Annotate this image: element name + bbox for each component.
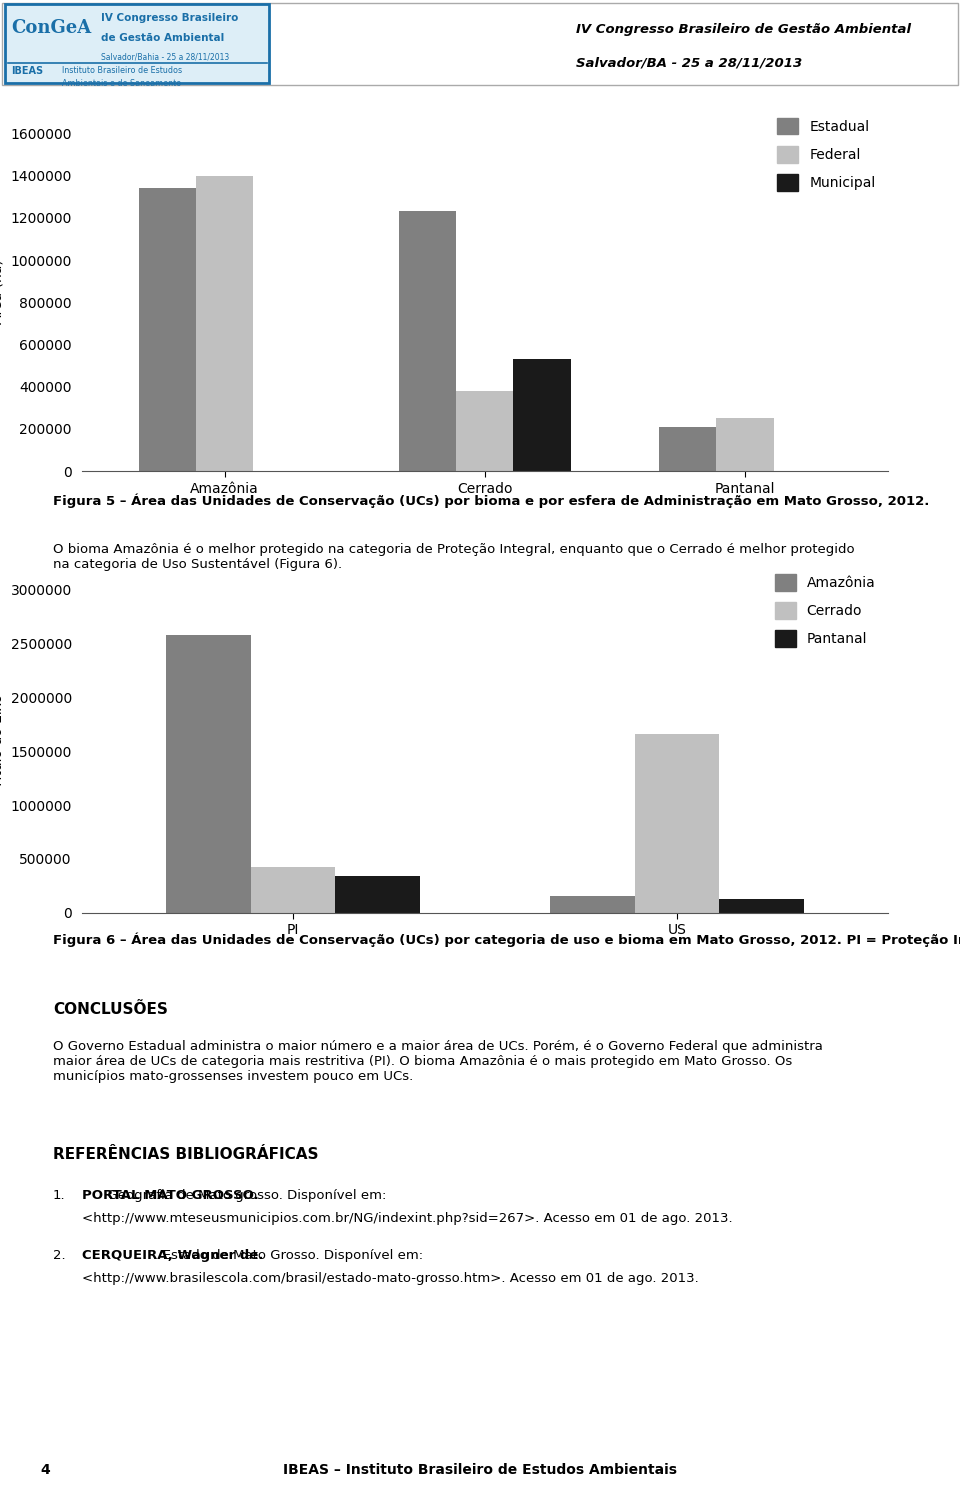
FancyBboxPatch shape bbox=[5, 4, 269, 84]
Text: Estado de Mato Grosso. Disponível em:: Estado de Mato Grosso. Disponível em: bbox=[82, 1249, 422, 1263]
Text: 1.: 1. bbox=[53, 1189, 65, 1203]
Text: Instituto Brasileiro de Estudos: Instituto Brasileiro de Estudos bbox=[62, 66, 182, 75]
Text: Salvador/BA - 25 a 28/11/2013: Salvador/BA - 25 a 28/11/2013 bbox=[576, 55, 803, 69]
Text: O Governo Estadual administra o maior número e a maior área de UCs. Porém, é o G: O Governo Estadual administra o maior nú… bbox=[53, 1040, 823, 1083]
Text: CONCLUSÕES: CONCLUSÕES bbox=[53, 1002, 168, 1017]
Text: <http://www.brasilescola.com/brasil/estado-mato-grosso.htm>. Acesso em 01 de ago: <http://www.brasilescola.com/brasil/esta… bbox=[82, 1272, 698, 1285]
Text: IV Congresso Brasileiro: IV Congresso Brasileiro bbox=[101, 13, 238, 22]
Bar bbox=[456, 390, 514, 471]
Text: ConGeA: ConGeA bbox=[12, 19, 92, 37]
Bar bbox=[550, 896, 635, 913]
Bar bbox=[335, 877, 420, 913]
Text: de Gestão Ambiental: de Gestão Ambiental bbox=[101, 33, 224, 43]
Y-axis label: Título do Eixo: Título do Eixo bbox=[0, 694, 5, 787]
Text: Geografia de Mato grosso. Disponível em:: Geografia de Mato grosso. Disponível em: bbox=[82, 1189, 386, 1203]
Text: O bioma Amazônia é o melhor protegido na categoria de Proteção Integral, enquant: O bioma Amazônia é o melhor protegido na… bbox=[53, 543, 854, 571]
Text: Figura 6 – Área das Unidades de Conservação (UCs) por categoria de uso e bioma e: Figura 6 – Área das Unidades de Conserva… bbox=[53, 932, 960, 947]
Bar bbox=[196, 175, 253, 471]
Text: IBEAS: IBEAS bbox=[12, 66, 43, 76]
Text: Figura 5 – Área das Unidades de Conservação (UCs) por bioma e por esfera de Admi: Figura 5 – Área das Unidades de Conserva… bbox=[53, 494, 929, 509]
Legend: Amazônia, Cerrado, Pantanal: Amazônia, Cerrado, Pantanal bbox=[769, 568, 881, 652]
Text: PORTAL MATO GROSSO.: PORTAL MATO GROSSO. bbox=[82, 1189, 258, 1203]
Text: IBEAS – Instituto Brasileiro de Estudos Ambientais: IBEAS – Instituto Brasileiro de Estudos … bbox=[283, 1463, 677, 1477]
Bar bbox=[139, 188, 196, 471]
Legend: Estadual, Federal, Municipal: Estadual, Federal, Municipal bbox=[772, 112, 881, 196]
Bar bbox=[399, 211, 456, 471]
Text: 2.: 2. bbox=[53, 1249, 65, 1263]
Text: CERQUEIRA, Wagner de.: CERQUEIRA, Wagner de. bbox=[82, 1249, 263, 1263]
Y-axis label: Área (ha): Área (ha) bbox=[0, 259, 5, 325]
Text: 4: 4 bbox=[40, 1463, 50, 1477]
Bar bbox=[166, 636, 251, 913]
Text: <http://www.mteseusmunicipios.com.br/NG/indexint.php?sid=267>. Acesso em 01 de a: <http://www.mteseusmunicipios.com.br/NG/… bbox=[82, 1212, 732, 1225]
Text: Ambientais e de Saneamento: Ambientais e de Saneamento bbox=[62, 79, 181, 88]
Text: IV Congresso Brasileiro de Gestão Ambiental: IV Congresso Brasileiro de Gestão Ambien… bbox=[576, 22, 911, 36]
Bar bbox=[251, 868, 335, 913]
Bar bbox=[660, 426, 716, 471]
Bar bbox=[716, 419, 774, 471]
Bar bbox=[514, 359, 570, 471]
Bar bbox=[719, 899, 804, 913]
Text: Salvador/Bahia - 25 a 28/11/2013: Salvador/Bahia - 25 a 28/11/2013 bbox=[101, 52, 229, 61]
FancyBboxPatch shape bbox=[2, 3, 958, 85]
Text: REFERÊNCIAS BIBLIOGRÁFICAS: REFERÊNCIAS BIBLIOGRÁFICAS bbox=[53, 1147, 319, 1162]
Bar bbox=[635, 735, 719, 913]
